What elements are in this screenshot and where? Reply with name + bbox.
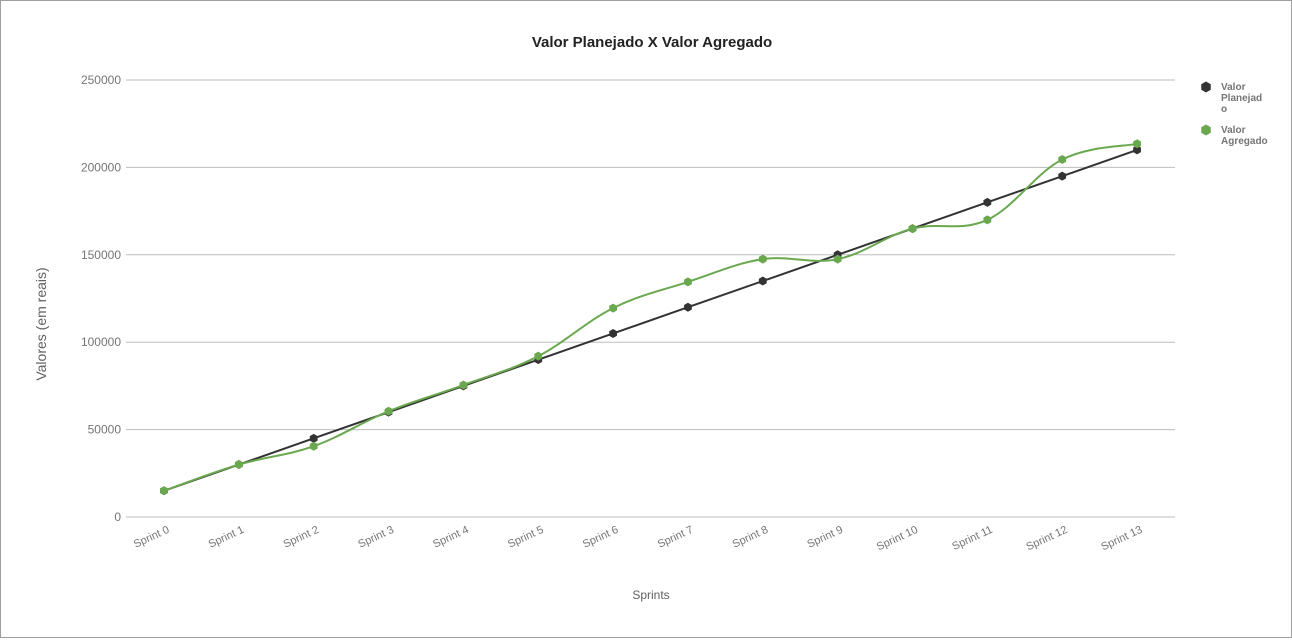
x-tick-label: Sprint 11 [950, 524, 994, 553]
series-valor-planejado [160, 145, 1141, 496]
x-tick-label: Sprint 4 [431, 524, 470, 551]
data-point[interactable] [384, 406, 393, 416]
y-tick-label: 150000 [81, 248, 121, 262]
data-point[interactable] [309, 433, 318, 443]
legend-label: o [1221, 104, 1227, 115]
legend-label: Agregado [1221, 136, 1268, 147]
x-tick-label: Sprint 10 [875, 524, 920, 553]
data-point[interactable] [160, 486, 168, 496]
y-tick-label: 50000 [88, 423, 122, 437]
legend-label: Valor [1221, 125, 1246, 136]
data-point[interactable] [1058, 171, 1067, 181]
series-layer [160, 139, 1141, 496]
x-tick-label: Sprint 7 [656, 524, 695, 551]
legend-label: Valor [1221, 82, 1246, 93]
legend-marker-icon [1201, 81, 1211, 93]
data-point[interactable] [684, 277, 692, 287]
x-tick-label: Sprint 8 [731, 524, 770, 551]
x-axis-label: Sprints [632, 588, 669, 602]
data-point[interactable] [534, 351, 543, 361]
data-point[interactable] [684, 302, 692, 312]
x-tick-label: Sprint 5 [506, 524, 545, 551]
series-valor-agregado [160, 139, 1141, 496]
x-axis-ticks: Sprint 0 Sprint 1 Sprint 2 Sprint 3 Sprint 4… [132, 524, 1144, 553]
chart-title: Valor Planejado X Valor Agregado [532, 34, 772, 51]
y-axis-ticks: 0 50000 100000 150000 200000 250000 [81, 73, 121, 524]
y-axis-label: Valores (em reais) [33, 267, 49, 380]
data-point[interactable] [1058, 155, 1067, 165]
x-tick-label: Sprint 6 [581, 524, 620, 551]
x-tick-label: Sprint 2 [282, 524, 321, 551]
y-tick-label: 0 [114, 510, 121, 524]
data-point[interactable] [983, 197, 992, 207]
legend-marker-icon [1201, 124, 1211, 136]
y-tick-label: 250000 [81, 73, 121, 87]
data-point[interactable] [459, 380, 468, 390]
grid-lines [126, 79, 1175, 518]
data-point[interactable] [1133, 139, 1141, 149]
y-tick-label: 200000 [81, 160, 121, 174]
y-tick-label: 100000 [81, 335, 121, 349]
data-point[interactable] [609, 303, 617, 313]
legend-label: Planejad [1221, 93, 1262, 104]
x-tick-label: Sprint 0 [132, 524, 171, 551]
data-point[interactable] [908, 224, 917, 234]
x-tick-label: Sprint 13 [1099, 524, 1144, 553]
x-tick-label: Sprint 1 [207, 524, 246, 551]
data-point[interactable] [833, 254, 842, 264]
x-tick-label: Sprint 9 [805, 524, 844, 551]
data-point[interactable] [609, 328, 617, 338]
data-point[interactable] [983, 215, 992, 225]
data-point[interactable] [309, 441, 318, 451]
x-tick-label: Sprint 3 [356, 524, 395, 551]
x-tick-label: Sprint 12 [1024, 524, 1069, 553]
data-point[interactable] [234, 460, 243, 470]
data-point[interactable] [758, 276, 767, 286]
data-point[interactable] [1133, 145, 1141, 155]
series-line [163, 148, 1138, 492]
data-point[interactable] [758, 254, 767, 264]
